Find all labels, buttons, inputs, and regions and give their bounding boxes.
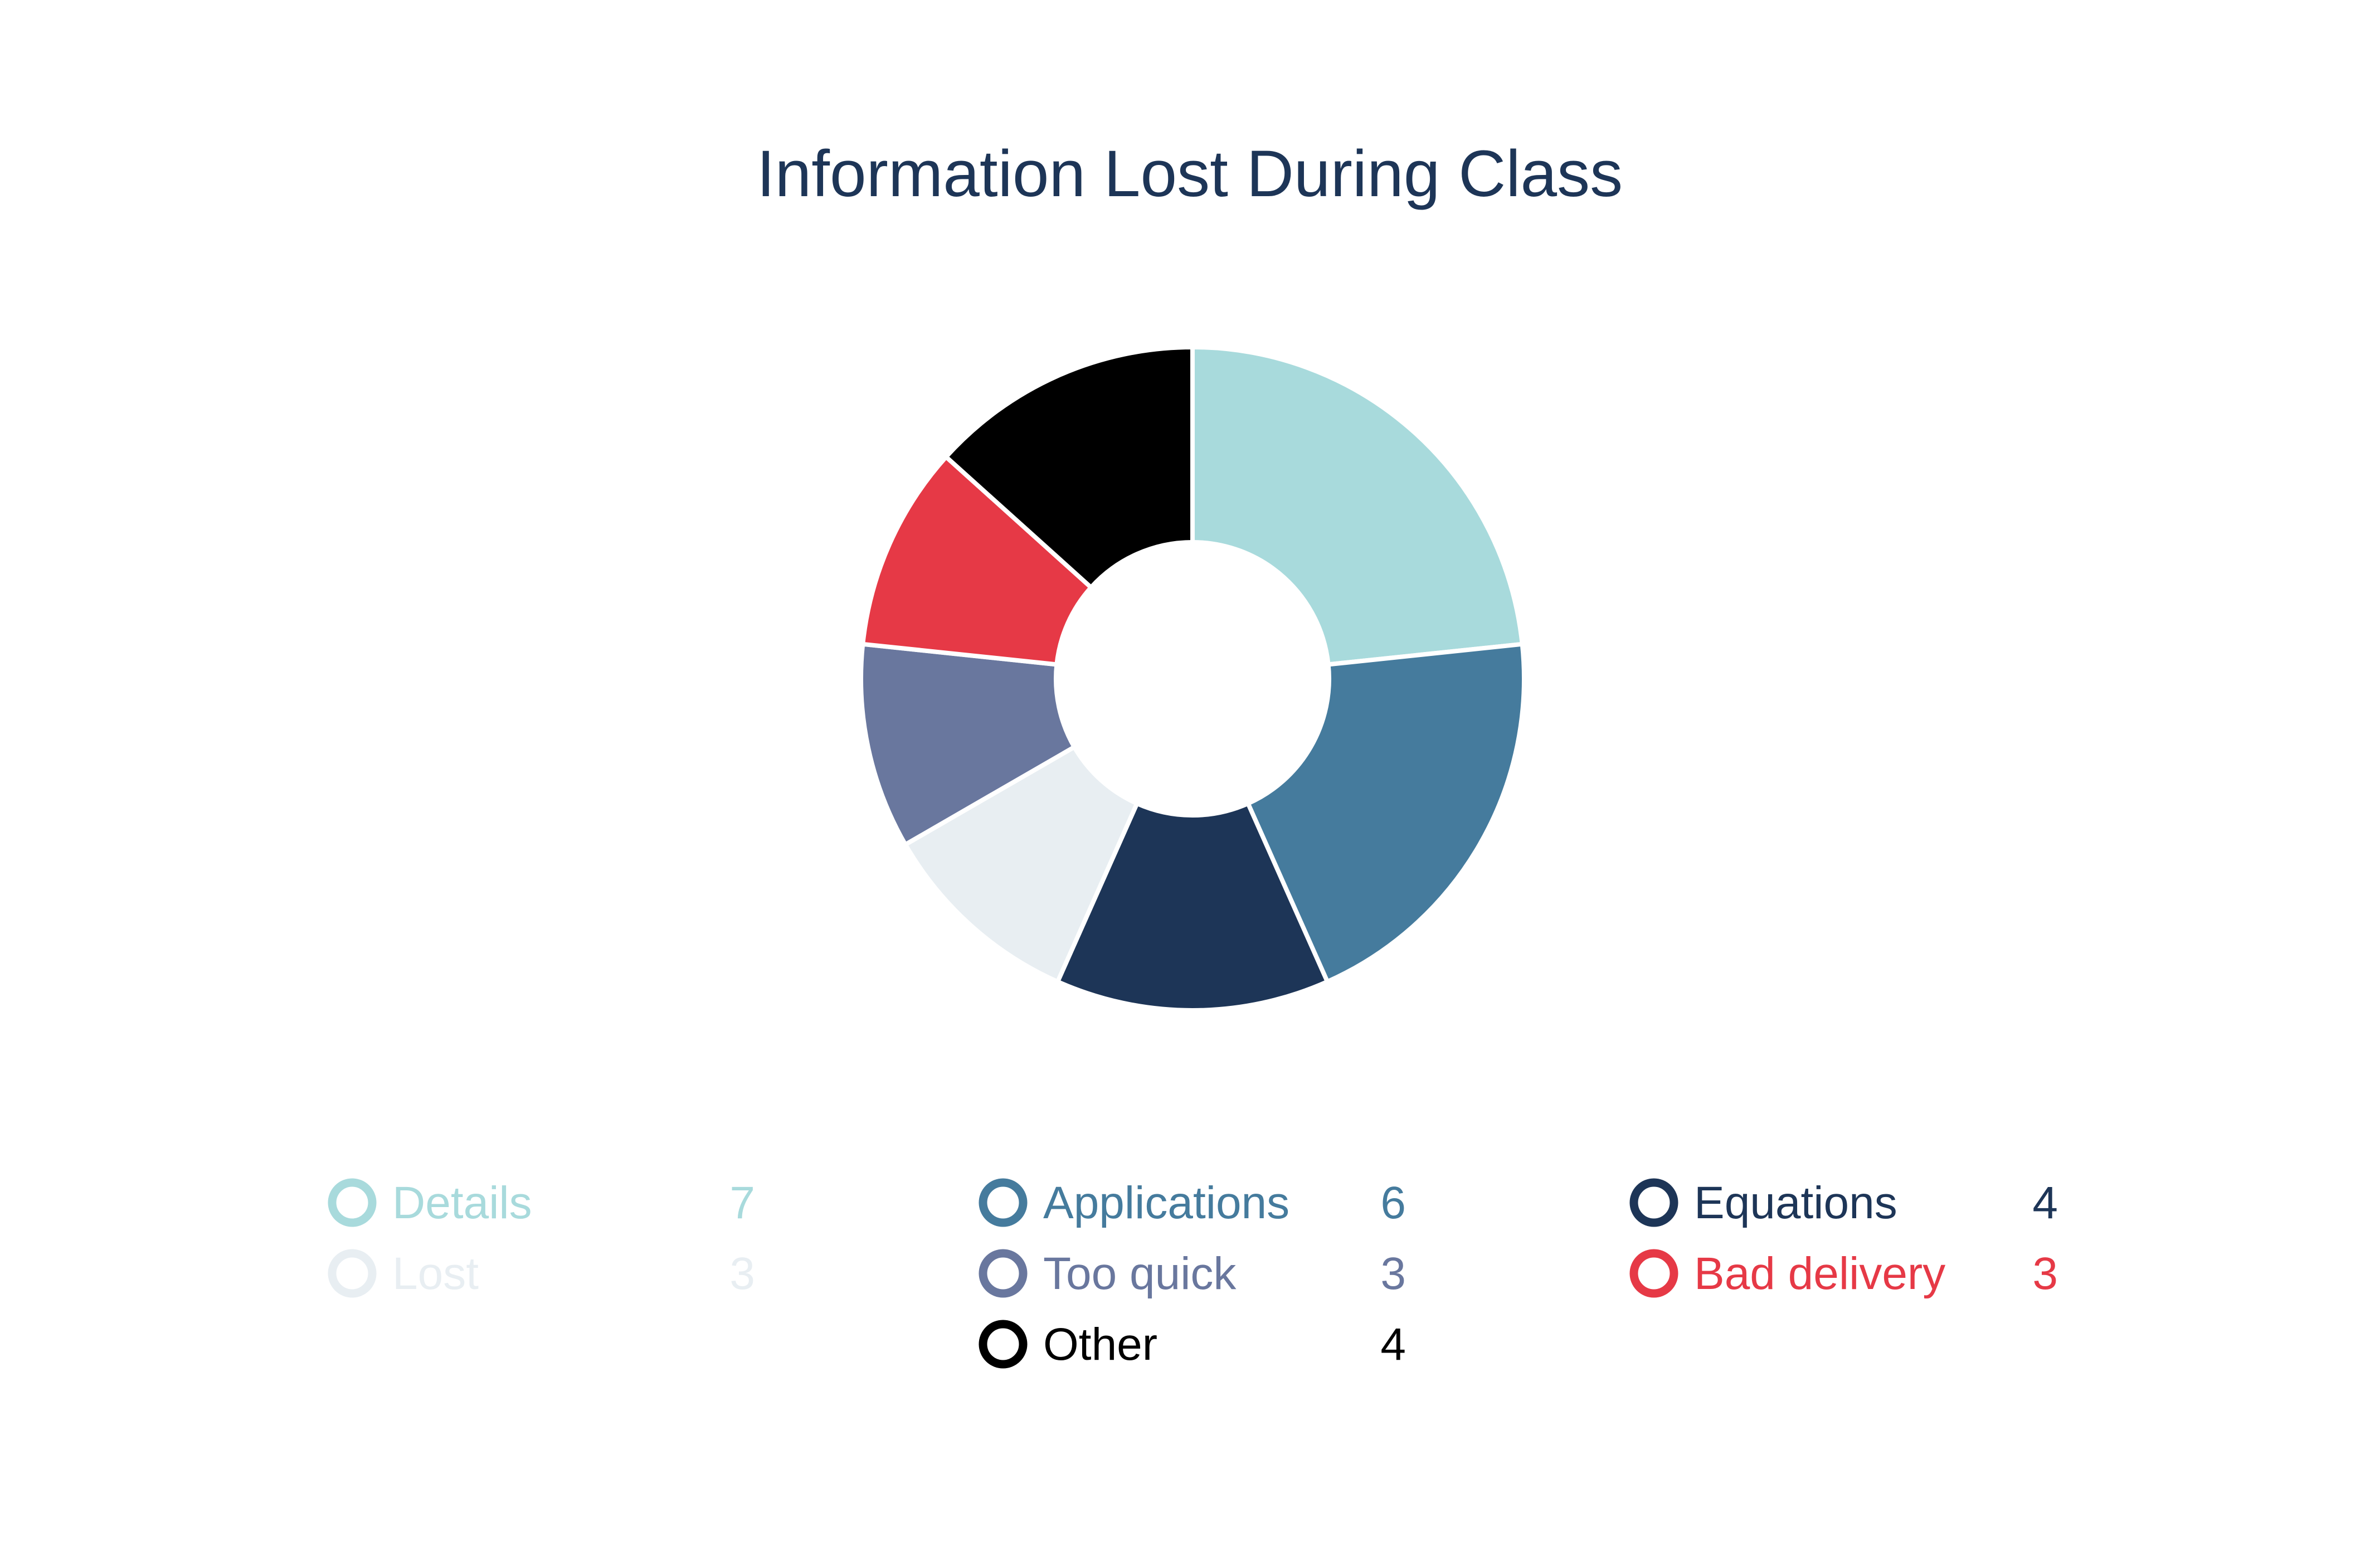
- legend-label-lost: Lost: [392, 1248, 479, 1299]
- legend-label-equations: Equations: [1694, 1178, 1897, 1228]
- legend-value-bad-delivery: 3: [2032, 1248, 2058, 1299]
- legend-label-bad-delivery: Bad delivery: [1694, 1248, 1945, 1299]
- legend-value-other: 4: [1380, 1319, 1406, 1370]
- legend: Details 7 Lost 3 Applications 6 Too quick 3 Othe…: [328, 1178, 2058, 1370]
- pie-slices: [859, 345, 1526, 1013]
- legend-item-equations: Equations 4: [1629, 1178, 2058, 1228]
- pie-slice-details: [1190, 345, 1525, 667]
- legend-item-applications: Applications 6: [979, 1178, 1406, 1228]
- legend-marker-applications: [979, 1178, 1028, 1227]
- legend-label-other: Other: [1043, 1319, 1157, 1370]
- legend-label-too-quick: Too quick: [1043, 1248, 1237, 1299]
- legend-marker-details: [328, 1178, 377, 1227]
- legend-label-applications: Applications: [1043, 1178, 1289, 1228]
- legend-marker-other: [979, 1320, 1028, 1369]
- legend-label-details: Details: [392, 1178, 532, 1228]
- legend-value-equations: 4: [2032, 1178, 2058, 1228]
- legend-item-details: Details 7: [328, 1178, 755, 1228]
- legend-value-too-quick: 3: [1380, 1248, 1406, 1299]
- legend-value-applications: 6: [1380, 1178, 1406, 1228]
- legend-value-lost: 3: [729, 1248, 755, 1299]
- pie-slice-bad-delivery: [860, 454, 1093, 667]
- legend-item-too-quick: Too quick 3: [979, 1248, 1406, 1299]
- legend-marker-equations: [1629, 1178, 1678, 1227]
- legend-marker-bad-delivery: [1629, 1249, 1678, 1298]
- legend-marker-lost: [328, 1249, 377, 1298]
- legend-item-bad-delivery: Bad delivery 3: [1629, 1248, 2058, 1299]
- pie-slice-applications: [1245, 641, 1526, 984]
- chart-title: Information Lost During Class: [757, 137, 1623, 211]
- pie-slice-other: [943, 345, 1195, 590]
- legend-item-lost: Lost 3: [328, 1248, 755, 1299]
- legend-item-other: Other 4: [979, 1319, 1406, 1370]
- pie-slice-lost: [903, 745, 1140, 984]
- pie-slice-too-quick: [859, 641, 1077, 847]
- legend-value-details: 7: [729, 1178, 755, 1228]
- pie-slice-equations: [1055, 801, 1330, 1013]
- legend-marker-too-quick: [979, 1249, 1028, 1298]
